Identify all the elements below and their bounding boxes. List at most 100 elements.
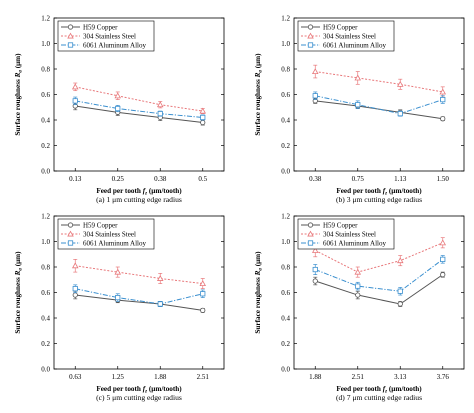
panel-caption: (b) 3 μm cutting edge radius (336, 195, 422, 204)
legend-swatch-marker (67, 240, 74, 246)
x-axis-label-main: Feed per tooth (336, 385, 382, 393)
data-point (439, 239, 447, 246)
y-tick-label: 0.4 (281, 314, 290, 322)
y-tick-label: 1.2 (281, 212, 290, 220)
y-axis-label-main: Surface roughness (14, 275, 22, 333)
series-line (75, 288, 203, 305)
series-aluminum (312, 255, 446, 296)
legend-label: H59 Copper (323, 221, 358, 229)
data-point (199, 107, 207, 114)
x-tick-label: 3.13 (394, 373, 407, 381)
x-axis-label-subscript: z (144, 390, 147, 395)
y-axis-label-main: Surface roughness (254, 77, 262, 135)
chart-panel-1: 0.0 0.2 0.4 0.6 0.8 1.0 1.2 0.38 0.75 1.13 1.50 Fee… (254, 14, 465, 204)
series-steel (311, 64, 447, 98)
x-tick-label: 0.63 (69, 373, 82, 381)
data-point (355, 292, 361, 298)
panel-caption: (d) 7 μm cutting edge radius (336, 393, 422, 402)
legend-swatch-marker (307, 24, 314, 30)
legend-swatch-marker (67, 24, 74, 30)
y-tick-label: 0.4 (281, 116, 290, 124)
data-point (396, 257, 404, 264)
data-point (157, 111, 163, 117)
legend-label: 304 Stainless Steel (83, 230, 136, 238)
data-point (355, 283, 361, 289)
y-tick-label: 0.0 (281, 365, 290, 373)
data-point (71, 83, 79, 90)
legend-label: 304 Stainless Steel (323, 32, 376, 40)
x-tick-label: 1.13 (394, 175, 407, 183)
series-line (75, 105, 203, 124)
data-point (157, 301, 163, 307)
data-point (200, 114, 206, 121)
series-steel (71, 259, 207, 290)
data-point (440, 256, 446, 262)
legend-label: H59 Copper (323, 23, 358, 31)
data-point (440, 272, 446, 278)
x-axis-label: Feed per tooth fz (μm/tooth) (336, 187, 422, 197)
series-line (315, 71, 443, 93)
legend-label: 6061 Aluminum Alloy (323, 41, 387, 49)
x-axis-label-unit: (μm/tooth) (147, 187, 182, 195)
x-tick-label: 1.88 (309, 373, 322, 381)
data-point (396, 80, 404, 87)
data-point (200, 307, 206, 313)
y-tick-label: 1.0 (281, 238, 290, 246)
x-axis-label-symbol: f (383, 385, 386, 393)
y-axis-label-unit: (μm) (14, 251, 22, 268)
series-line (75, 100, 203, 118)
series-line (315, 242, 443, 273)
y-axis-label-subscript: a (259, 70, 264, 73)
legend-swatch-marker (307, 32, 314, 39)
legend-box (297, 218, 395, 250)
y-tick-label: 1.0 (281, 40, 290, 48)
x-tick-label: 1.25 (112, 373, 125, 381)
y-tick-label: 0.8 (281, 65, 290, 73)
series-line (75, 265, 203, 285)
x-axis-label-subscript: z (144, 192, 147, 197)
x-axis-label-subscript: z (384, 390, 387, 395)
y-axis-label-main: Surface roughness (14, 77, 22, 135)
data-point (312, 266, 318, 273)
data-point (115, 294, 121, 301)
y-tick-label: 1.2 (41, 212, 50, 220)
y-axis-label-subscript: a (259, 268, 264, 271)
legend-swatch-marker (307, 240, 314, 246)
data-point (312, 278, 318, 284)
x-axis-label-symbol: f (143, 187, 146, 195)
data-point (200, 119, 206, 126)
data-point (114, 268, 122, 275)
data-point (72, 292, 78, 298)
legend-label: H59 Copper (83, 221, 118, 229)
y-tick-label: 0.2 (41, 340, 50, 348)
series-line (315, 258, 444, 292)
x-tick-label: 0.75 (352, 175, 365, 183)
y-tick-label: 0.6 (41, 289, 50, 297)
legend-swatch-marker (67, 222, 74, 228)
x-axis-label-subscript: z (384, 192, 387, 197)
y-axis-label-symbol: R (14, 270, 22, 276)
series-aluminum (72, 96, 206, 121)
panel-caption: (c) 5 μm cutting edge radius (96, 393, 182, 402)
series-line (315, 274, 444, 305)
y-tick-label: 0.8 (41, 263, 50, 271)
y-axis-label-symbol: R (254, 270, 262, 276)
chart-panel-3: 0.0 0.2 0.4 0.6 0.8 1.0 1.2 1.88 2.51 3.13 3.76 Fee… (254, 212, 465, 402)
data-point (311, 247, 319, 253)
y-tick-label: 1.0 (41, 238, 50, 246)
series-steel (311, 237, 447, 278)
series-aluminum (312, 91, 446, 117)
x-tick-label: 1.50 (437, 175, 450, 183)
legend-swatch-marker (307, 230, 314, 237)
legend-label: 6061 Aluminum Alloy (323, 239, 387, 247)
y-axis-label: Surface roughness Ra (μm) (254, 53, 264, 136)
series-line (315, 100, 443, 120)
data-point (397, 111, 403, 117)
x-tick-label: 0.13 (69, 175, 82, 183)
x-tick-label: 2.51 (197, 373, 210, 381)
series-copper (312, 97, 446, 122)
